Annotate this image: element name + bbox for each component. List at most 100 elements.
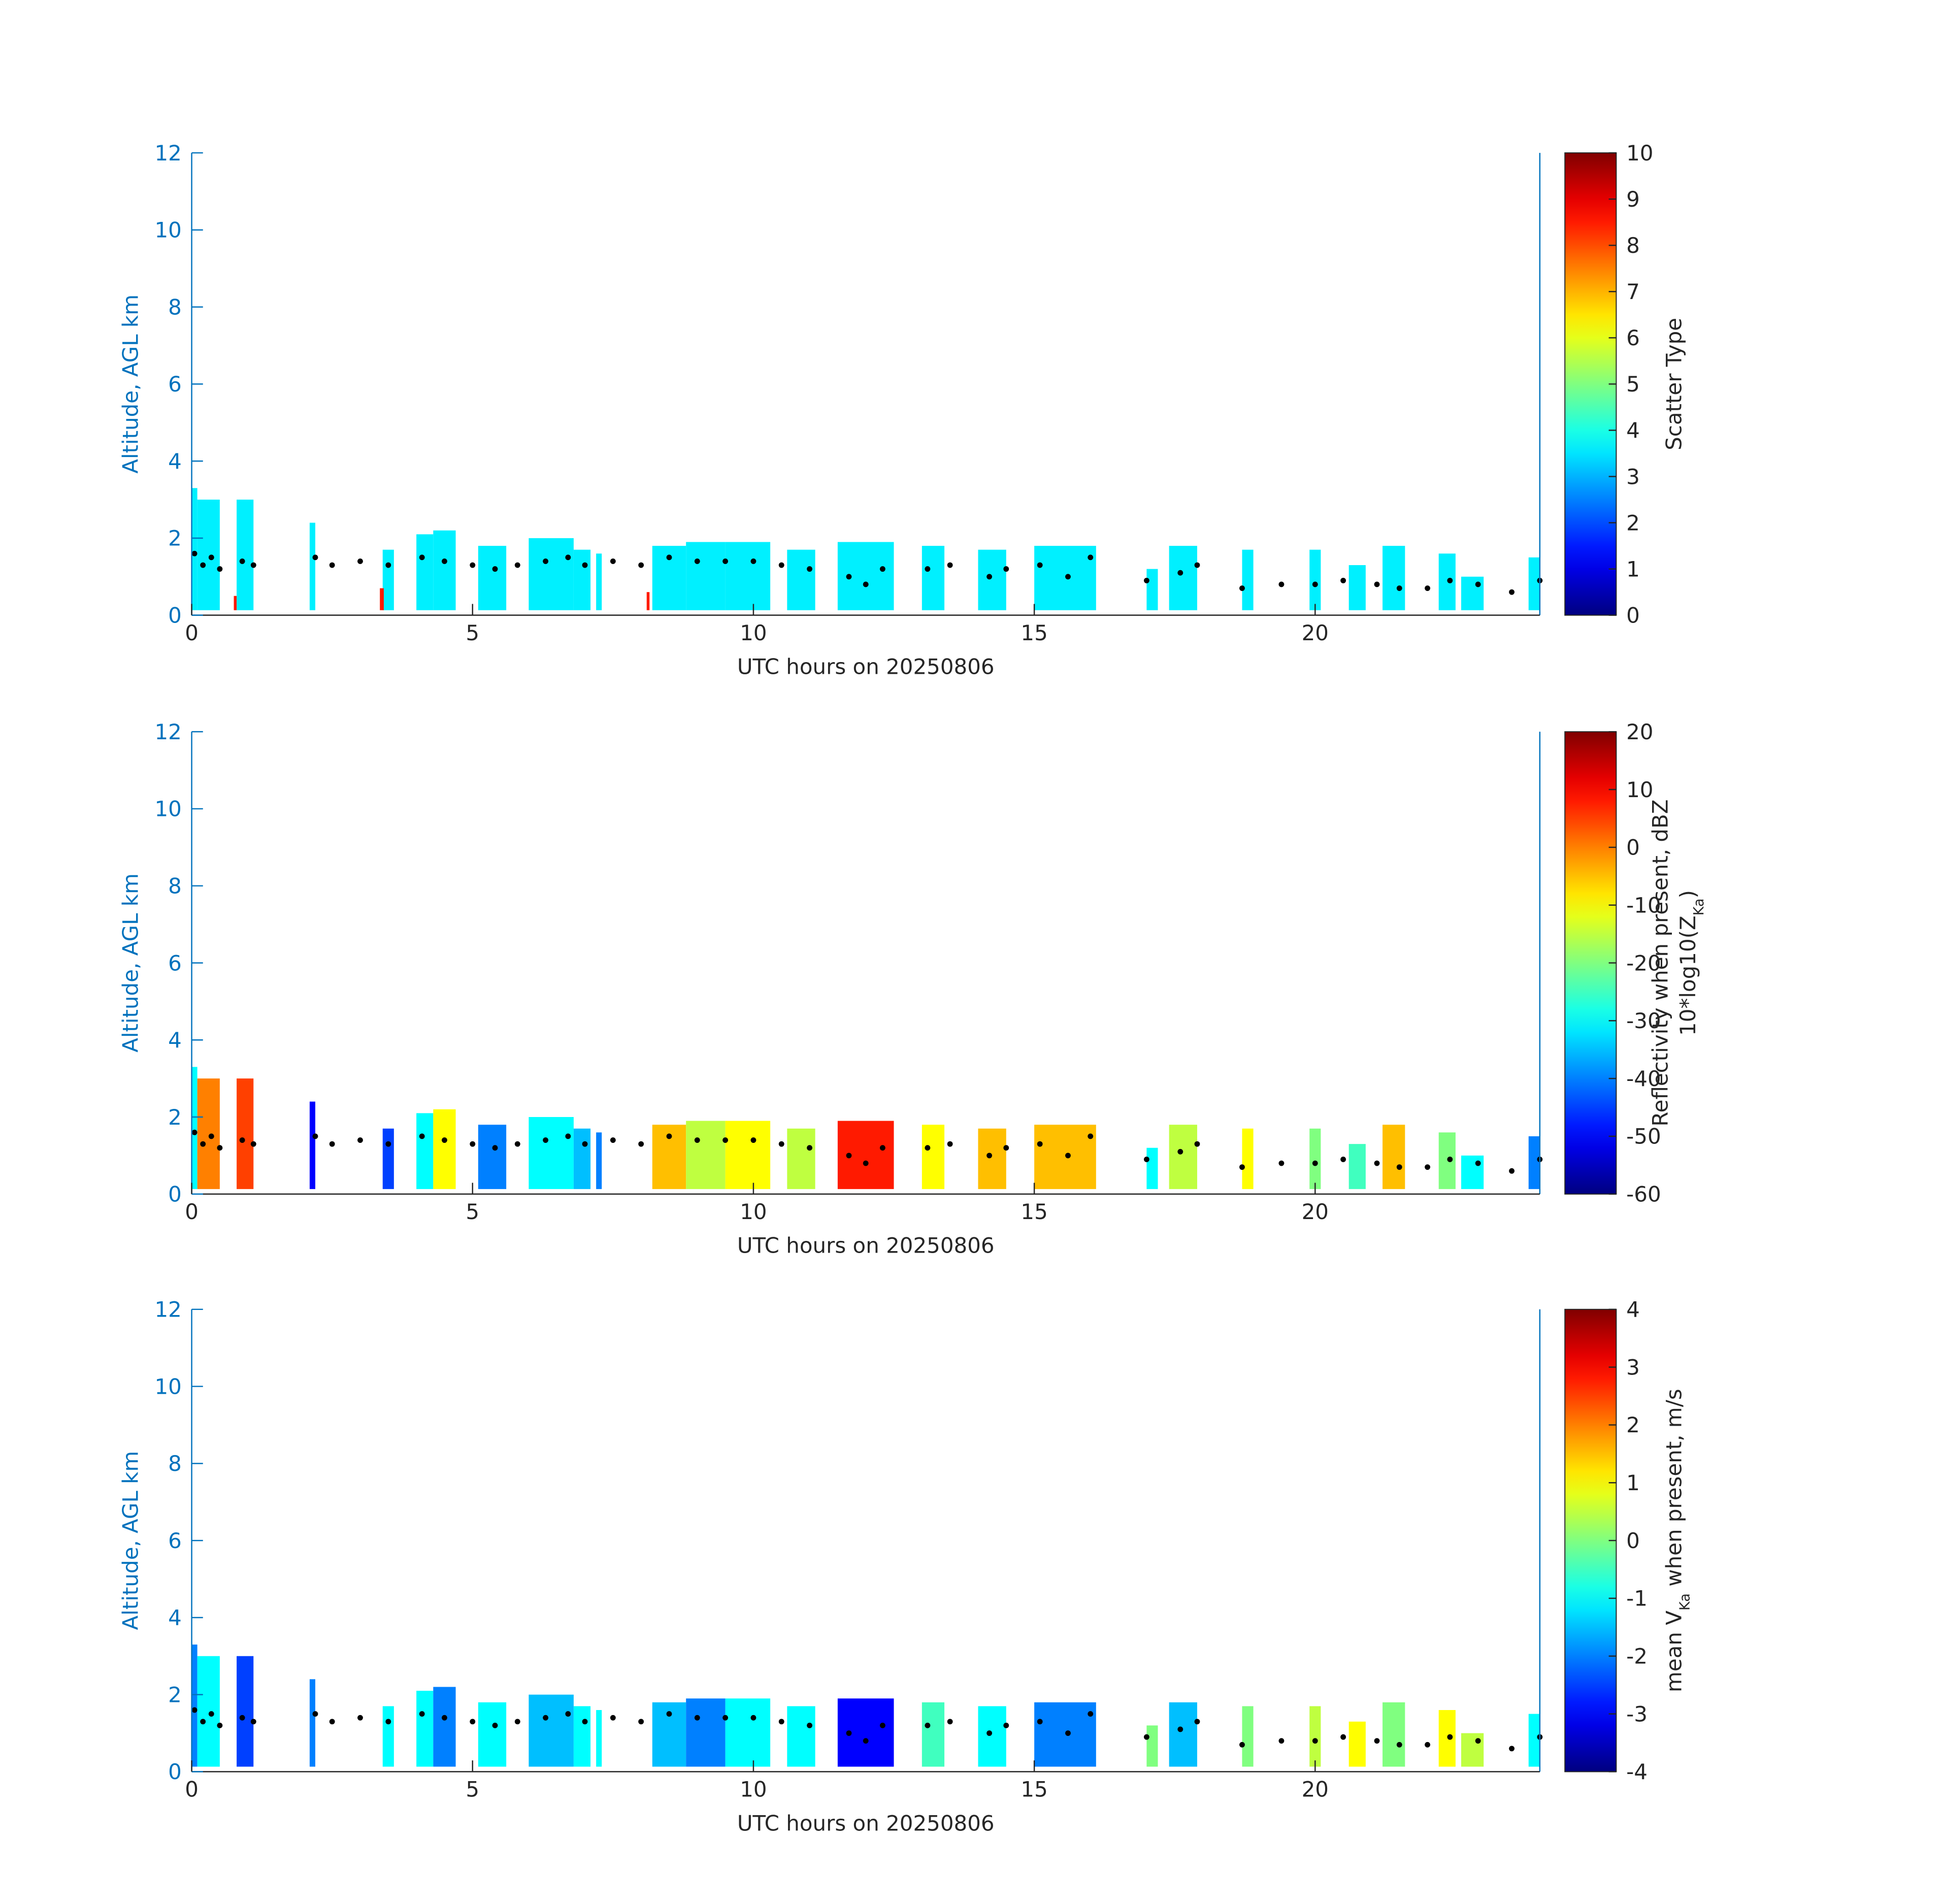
cloud-base-dot [419, 1711, 425, 1717]
cloud-base-dot [1425, 585, 1431, 591]
cloud-base-dot [1340, 1734, 1346, 1740]
echo [382, 549, 394, 610]
echo [686, 1121, 726, 1189]
echo [380, 588, 384, 610]
colorbar-tick-label: 10 [1626, 141, 1653, 166]
colorbar-tick-label: 7 [1626, 279, 1640, 304]
cloud-base-dot [250, 1141, 256, 1147]
echo [725, 542, 771, 610]
cloud-base-dot [846, 1153, 852, 1159]
echo [529, 538, 574, 610]
cloud-base-dot [191, 550, 198, 556]
cloud-base-dot [879, 1145, 885, 1151]
cloud-base-dot [385, 1141, 391, 1147]
y-tick-label: 0 [168, 603, 182, 628]
echo [978, 1706, 1006, 1767]
cloud-base-dot [863, 581, 869, 587]
echo [921, 546, 945, 610]
y-tick-label: 10 [154, 218, 181, 243]
colorbar-tick-label: 2 [1626, 510, 1640, 535]
cloud-base-dot [1088, 1133, 1094, 1139]
echo [1438, 1710, 1456, 1767]
cloud-base-dot [986, 1153, 993, 1159]
cloud-base-dot [385, 562, 391, 568]
cloud-base-dot [385, 1719, 391, 1725]
cloud-base-dot [1447, 1157, 1453, 1162]
colorbar-tick-label: -2 [1626, 1644, 1648, 1669]
cloud-base-dot [200, 562, 206, 568]
cloud-base-dot [1475, 1738, 1481, 1744]
cloud-base-dot [750, 1137, 756, 1143]
echo [1169, 1702, 1197, 1767]
cloud-base-dot [925, 1145, 931, 1151]
cloud-base-dot [1143, 577, 1149, 583]
echo [416, 1113, 434, 1189]
cloud-base-dot [217, 566, 223, 572]
cloud-base-dot [239, 1715, 245, 1721]
cloud-base-dot [565, 1133, 571, 1139]
y-axis-label: Altitude, AGL km [118, 294, 143, 474]
echo [978, 549, 1006, 610]
cloud-base-dot [1278, 1160, 1285, 1166]
cloud-base-dot [1475, 1160, 1481, 1166]
cloud-base-dot [442, 1715, 447, 1721]
colorbar-tick-label: 3 [1626, 464, 1640, 489]
colorbar-tick-label: -20 [1626, 950, 1661, 975]
cloud-base-dot [1312, 1738, 1318, 1744]
cloud-base-dot [1278, 581, 1285, 587]
colorbar-label: Scatter Type [1662, 318, 1687, 450]
cloud-base-dot [666, 554, 672, 561]
cloud-base-dot [1447, 1734, 1453, 1740]
cloud-base-dot [217, 1145, 223, 1151]
colorbar-tick-label: -50 [1626, 1124, 1661, 1149]
cloud-base-dot [217, 1722, 223, 1728]
colorbar-tick-label: 1 [1626, 1470, 1640, 1495]
colorbar-tick-label: 1 [1626, 556, 1640, 581]
cloud-base-dot [582, 1719, 588, 1725]
colorbar-label: 10*log10(ZKa) [1675, 890, 1707, 1036]
cloud-base-dot [1396, 1742, 1402, 1748]
echo [309, 1101, 315, 1189]
echo [1383, 1702, 1405, 1767]
cloud-base-dot [1065, 574, 1071, 580]
echo [1461, 1733, 1484, 1767]
x-tick-label: 15 [1021, 620, 1047, 645]
cloud-base-dot [565, 1711, 571, 1717]
label-part: mean V [1662, 1611, 1687, 1692]
y-tick-label: 8 [168, 294, 182, 319]
echo [416, 534, 434, 610]
echo [1438, 553, 1456, 610]
y-tick-label: 2 [168, 526, 182, 551]
colorbar-tick-label: -30 [1626, 1008, 1661, 1033]
cloud-base-dot [239, 1137, 245, 1143]
cloud-base-dot [1177, 1726, 1183, 1732]
echo [1528, 557, 1540, 610]
echo [1146, 1147, 1158, 1189]
cloud-base-dot [722, 559, 729, 564]
x-tick-label: 0 [185, 1199, 199, 1224]
x-tick-label: 5 [466, 1777, 479, 1802]
echo [1528, 1714, 1540, 1767]
cloud-base-dot [1037, 1141, 1043, 1147]
cloud-base-dot [863, 1738, 869, 1744]
x-axis-label: UTC hours on 20250806 [737, 1233, 995, 1258]
echo [191, 488, 198, 610]
cloud-base-dot [492, 1722, 498, 1728]
cloud-base-dot [947, 562, 953, 568]
echo [529, 1694, 574, 1767]
echo [837, 1121, 894, 1189]
x-tick-label: 10 [740, 1199, 767, 1224]
cloud-base-dot [638, 1141, 644, 1147]
echo [197, 1078, 220, 1189]
echo [1146, 569, 1158, 610]
cloud-base-dot [543, 1137, 549, 1143]
label-part: when present, m/s [1662, 1389, 1687, 1593]
echo [1383, 546, 1405, 610]
cloud-base-dot [442, 559, 447, 564]
cloud-base-dot [208, 1711, 214, 1717]
echo [978, 1128, 1006, 1189]
colorbar-label: mean VKa when present, m/s [1662, 1389, 1693, 1692]
echo [596, 553, 602, 610]
cloud-base-dot [925, 1722, 931, 1728]
